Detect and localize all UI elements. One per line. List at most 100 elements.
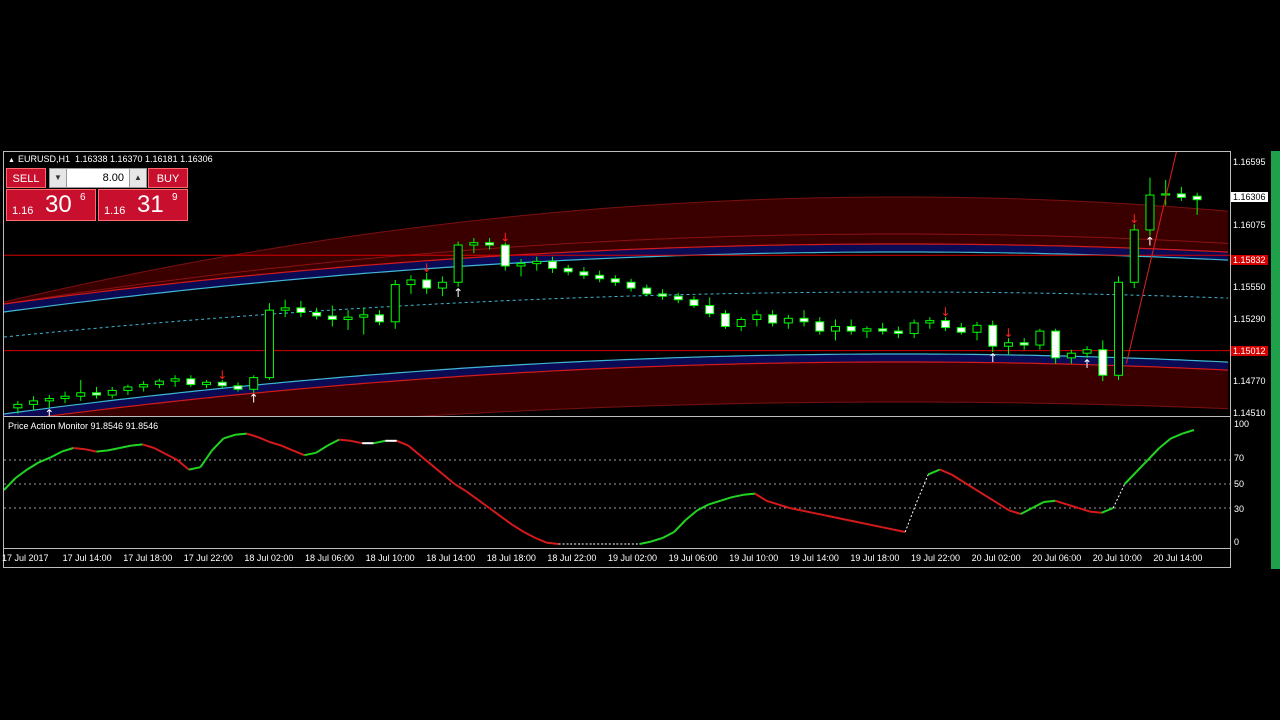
indicator-segment [789, 507, 802, 512]
indicator-segment [1170, 432, 1183, 440]
indicator-segment [800, 509, 813, 514]
bid-price-button[interactable]: 1.16 30 6 [6, 189, 96, 221]
sell-arrow-icon: ↓ [422, 261, 432, 275]
sell-button[interactable]: SELL [6, 168, 46, 188]
indicator-segment [847, 519, 860, 524]
bid-prefix: 1.16 [12, 205, 34, 217]
indicator-segment [766, 499, 779, 506]
buy-arrow-icon: ↑ [1082, 357, 1092, 371]
indicator-segment [176, 459, 190, 471]
lot-size-input[interactable]: ▼ 8.00 ▲ [49, 168, 147, 188]
lot-size-value[interactable]: 8.00 [102, 172, 124, 184]
candle [13, 400, 23, 414]
bullish-candle-body [453, 244, 463, 283]
bullish-candle-body [532, 260, 542, 265]
indicator-segment [639, 540, 652, 545]
bearish-candle-body [610, 278, 620, 283]
bearish-candle-body [799, 317, 809, 323]
bearish-candle-body [595, 274, 605, 280]
pane-separator[interactable] [4, 416, 1230, 417]
bullish-candle-body [44, 398, 54, 402]
bullish-candle-body [1082, 349, 1092, 354]
indicator-segment [488, 507, 502, 518]
bullish-candle-body [972, 324, 982, 333]
indicator-segment [1182, 429, 1195, 435]
candle [862, 326, 872, 339]
candle [516, 258, 526, 277]
candle [815, 317, 825, 335]
indicator-segment [430, 464, 444, 476]
price-tick: 1.16075 [1233, 220, 1266, 230]
candle [437, 276, 447, 297]
upper-level-tag: 1.15832 [1231, 255, 1268, 265]
indicator-segment [696, 503, 710, 512]
candle [406, 275, 416, 294]
bullish-candle-body [1066, 352, 1076, 359]
buy-arrow-icon: ↑ [453, 286, 463, 300]
indicator-segment [1135, 459, 1149, 473]
indicator-segment [1123, 471, 1137, 485]
price-chart-canvas[interactable]: ↑ ↑ ↑ ↑ ↑ ↑ ↓ ↓ ↓ ↓ ↓ ↓ [4, 152, 1230, 416]
candle [626, 278, 636, 292]
indicator-segment [546, 541, 559, 545]
price-tick: 1.15550 [1233, 282, 1266, 292]
indicator-segment [350, 439, 363, 445]
bearish-candle-body [642, 287, 652, 295]
time-tick: 17 Jul 18:00 [123, 553, 173, 563]
indicator-segment [662, 531, 675, 539]
scrollbar-edge[interactable] [1271, 151, 1280, 569]
bearish-candle-body [485, 242, 495, 246]
candle [280, 299, 290, 318]
increase-lot-icon[interactable]: ▲ [129, 169, 146, 187]
collapse-triangle-icon[interactable]: ▲ [8, 157, 15, 164]
indicator-segment [743, 492, 756, 496]
indicator-segment [685, 509, 698, 521]
candle [846, 319, 856, 335]
bearish-candle-body [91, 392, 101, 396]
time-tick: 18 Jul 22:00 [547, 553, 597, 563]
chart-window[interactable]: ↑ ↑ ↑ ↑ ↑ ↑ ↓ ↓ ↓ ↓ ↓ ↓ ▲ EURUSD,H1 1.16338 1.16370 … [3, 151, 1231, 568]
bearish-candle-body [956, 327, 966, 333]
candle [705, 297, 715, 318]
candle [327, 305, 337, 327]
bullish-candle-body [736, 318, 746, 327]
ask-price-button[interactable]: 1.16 31 9 [98, 189, 188, 221]
indicator-segment [870, 523, 883, 529]
indicator-segment [130, 443, 143, 447]
decrease-lot-icon[interactable]: ▼ [50, 169, 67, 187]
candle [1129, 224, 1139, 289]
indicator-segment [1158, 437, 1172, 449]
buy-button[interactable]: BUY [148, 168, 188, 188]
indicator-segment [327, 438, 340, 447]
indicator-segment [26, 461, 40, 471]
sell-arrow-icon: ↓ [1129, 212, 1139, 226]
candle [752, 310, 762, 327]
time-tick: 18 Jul 02:00 [244, 553, 294, 563]
indicator-segment [731, 493, 744, 499]
indicator-level-label: 70 [1234, 453, 1245, 463]
time-tick: 20 Jul 14:00 [1153, 553, 1203, 563]
candle [830, 319, 840, 341]
bearish-candle-body [878, 328, 888, 332]
indicator-segment [199, 449, 213, 468]
bearish-candle-body [815, 321, 825, 332]
bullish-candle-body [249, 377, 259, 390]
indicator-canvas[interactable] [4, 152, 1230, 548]
bearish-candle-body [217, 381, 227, 387]
indicator-segment [973, 487, 987, 497]
indicator-segment [720, 496, 733, 502]
bearish-candle-body [579, 271, 589, 276]
candle [658, 289, 668, 300]
candle [264, 303, 274, 380]
indicator-segment [292, 449, 305, 457]
indicator-segment [927, 468, 941, 476]
candle [359, 307, 369, 335]
indicator-segment [142, 443, 155, 449]
indicator-segment [1043, 499, 1056, 503]
bearish-candle-body [1176, 193, 1186, 198]
inner-upper-band-line [4, 233, 1229, 305]
bearish-candle-body [768, 314, 778, 324]
candle [1051, 328, 1061, 364]
candle [1019, 338, 1029, 350]
bullish-candle-body [1114, 281, 1124, 376]
